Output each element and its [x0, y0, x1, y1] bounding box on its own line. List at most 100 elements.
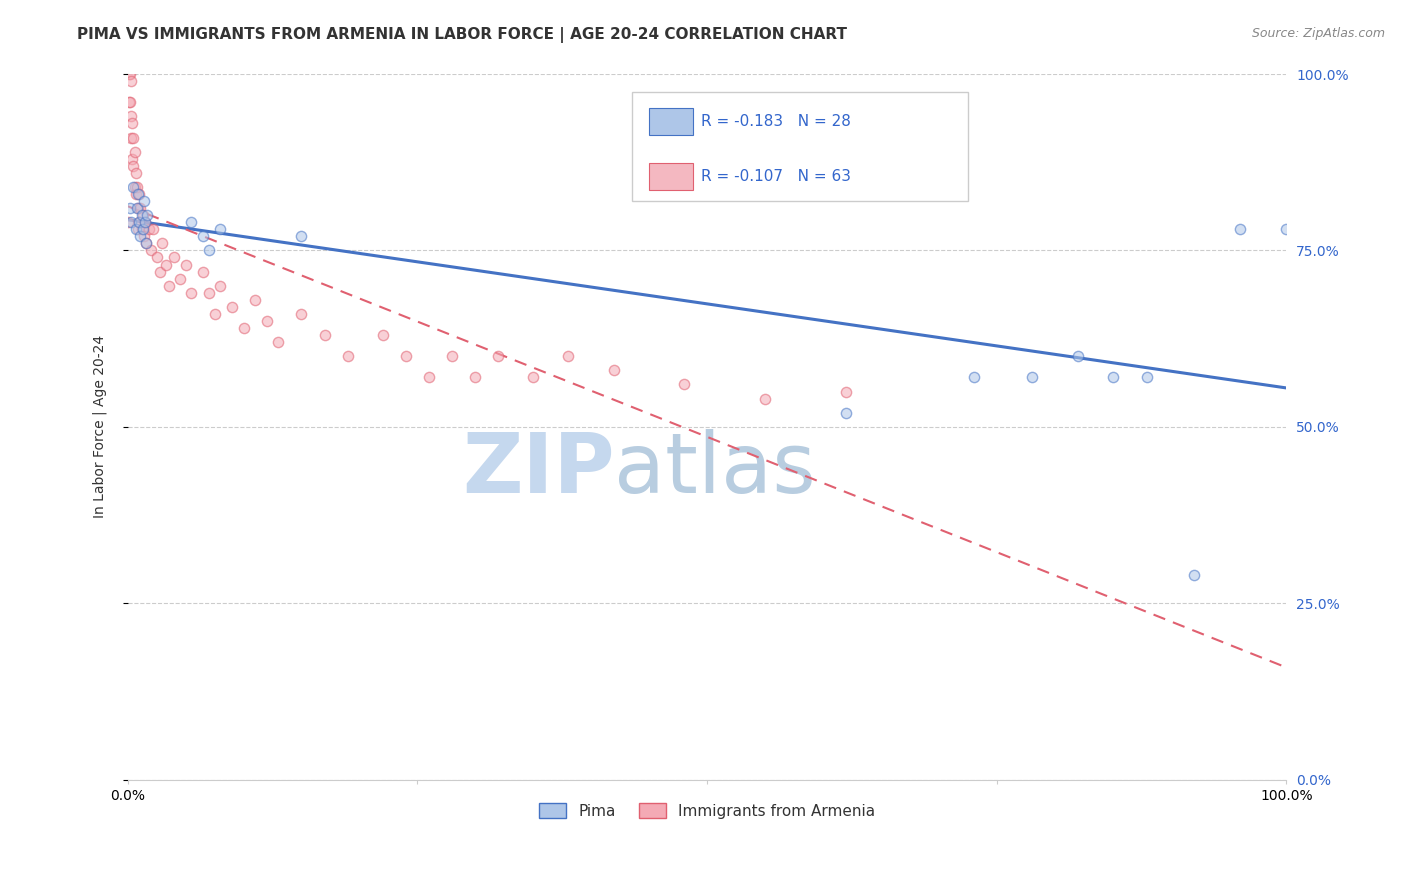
Point	[118, 95, 141, 110]
Y-axis label: In Labor Force | Age 20-24: In Labor Force | Age 20-24	[93, 335, 107, 518]
Point	[149, 264, 172, 278]
Text: R = -0.183   N = 28: R = -0.183 N = 28	[702, 114, 851, 129]
Point	[754, 392, 776, 406]
Text: R = -0.107   N = 63: R = -0.107 N = 63	[702, 169, 851, 184]
Point	[138, 222, 160, 236]
Point	[1021, 370, 1043, 384]
Point	[142, 222, 165, 236]
Point	[118, 95, 141, 110]
Point	[232, 321, 254, 335]
Point	[962, 370, 984, 384]
Point	[672, 377, 695, 392]
Point	[124, 145, 146, 159]
Point	[121, 152, 143, 166]
Point	[132, 222, 155, 236]
Point	[180, 285, 202, 300]
Point	[157, 278, 180, 293]
Point	[118, 67, 141, 81]
Point	[557, 349, 579, 363]
Point	[243, 293, 266, 307]
Point	[152, 236, 174, 251]
Point	[209, 222, 232, 236]
Point	[395, 349, 418, 363]
Point	[603, 363, 626, 377]
Point	[290, 229, 312, 244]
Point	[522, 370, 544, 384]
Point	[134, 215, 156, 229]
Point	[441, 349, 464, 363]
Point	[131, 208, 153, 222]
FancyBboxPatch shape	[631, 92, 967, 201]
Point	[127, 222, 149, 236]
Point	[128, 215, 150, 229]
Point	[1275, 222, 1298, 236]
Point	[135, 236, 157, 251]
Point	[127, 186, 149, 201]
Point	[290, 307, 312, 321]
Point	[418, 370, 440, 384]
Text: Source: ZipAtlas.com: Source: ZipAtlas.com	[1251, 27, 1385, 40]
Point	[488, 349, 510, 363]
Point	[145, 251, 167, 265]
Point	[155, 258, 177, 272]
Point	[135, 236, 157, 251]
Point	[125, 186, 148, 201]
Point	[129, 201, 152, 215]
Point	[118, 201, 141, 215]
Point	[174, 258, 197, 272]
Point	[169, 271, 191, 285]
Point	[128, 186, 150, 201]
Text: ZIP: ZIP	[461, 429, 614, 509]
Point	[131, 222, 153, 236]
Point	[127, 201, 149, 215]
Point	[314, 328, 336, 343]
Point	[256, 314, 278, 328]
Point	[835, 384, 858, 399]
Point	[129, 229, 152, 244]
Point	[125, 201, 148, 215]
Point	[197, 285, 219, 300]
Point	[132, 194, 155, 208]
Point	[134, 215, 156, 229]
Point	[1067, 349, 1090, 363]
Text: PIMA VS IMMIGRANTS FROM ARMENIA IN LABOR FORCE | AGE 20-24 CORRELATION CHART: PIMA VS IMMIGRANTS FROM ARMENIA IN LABOR…	[77, 27, 848, 43]
Point	[1182, 568, 1205, 582]
Point	[136, 208, 159, 222]
Point	[121, 116, 143, 130]
Point	[221, 300, 243, 314]
Point	[120, 74, 142, 88]
Point	[122, 159, 145, 173]
Point	[371, 328, 394, 343]
Point	[1101, 370, 1123, 384]
Point	[132, 229, 155, 244]
Point	[122, 130, 145, 145]
Bar	[650, 163, 693, 190]
Point	[336, 349, 359, 363]
Point	[132, 208, 155, 222]
Point	[120, 109, 142, 123]
Point	[209, 278, 232, 293]
Point	[1229, 222, 1251, 236]
Point	[125, 180, 148, 194]
Point	[191, 264, 214, 278]
Point	[464, 370, 486, 384]
Point	[180, 215, 202, 229]
Bar	[650, 108, 693, 136]
Point	[139, 244, 162, 258]
Point	[163, 251, 186, 265]
Point	[1136, 370, 1159, 384]
Point	[120, 130, 142, 145]
Point	[191, 229, 214, 244]
Point	[125, 166, 148, 180]
Point	[125, 222, 148, 236]
Point	[120, 215, 142, 229]
Point	[204, 307, 226, 321]
Point	[117, 215, 139, 229]
Point	[128, 215, 150, 229]
Point	[124, 180, 146, 194]
Point	[197, 244, 219, 258]
Point	[122, 180, 145, 194]
Legend: Pima, Immigrants from Armenia: Pima, Immigrants from Armenia	[533, 797, 882, 825]
Point	[267, 335, 290, 350]
Point	[118, 67, 141, 81]
